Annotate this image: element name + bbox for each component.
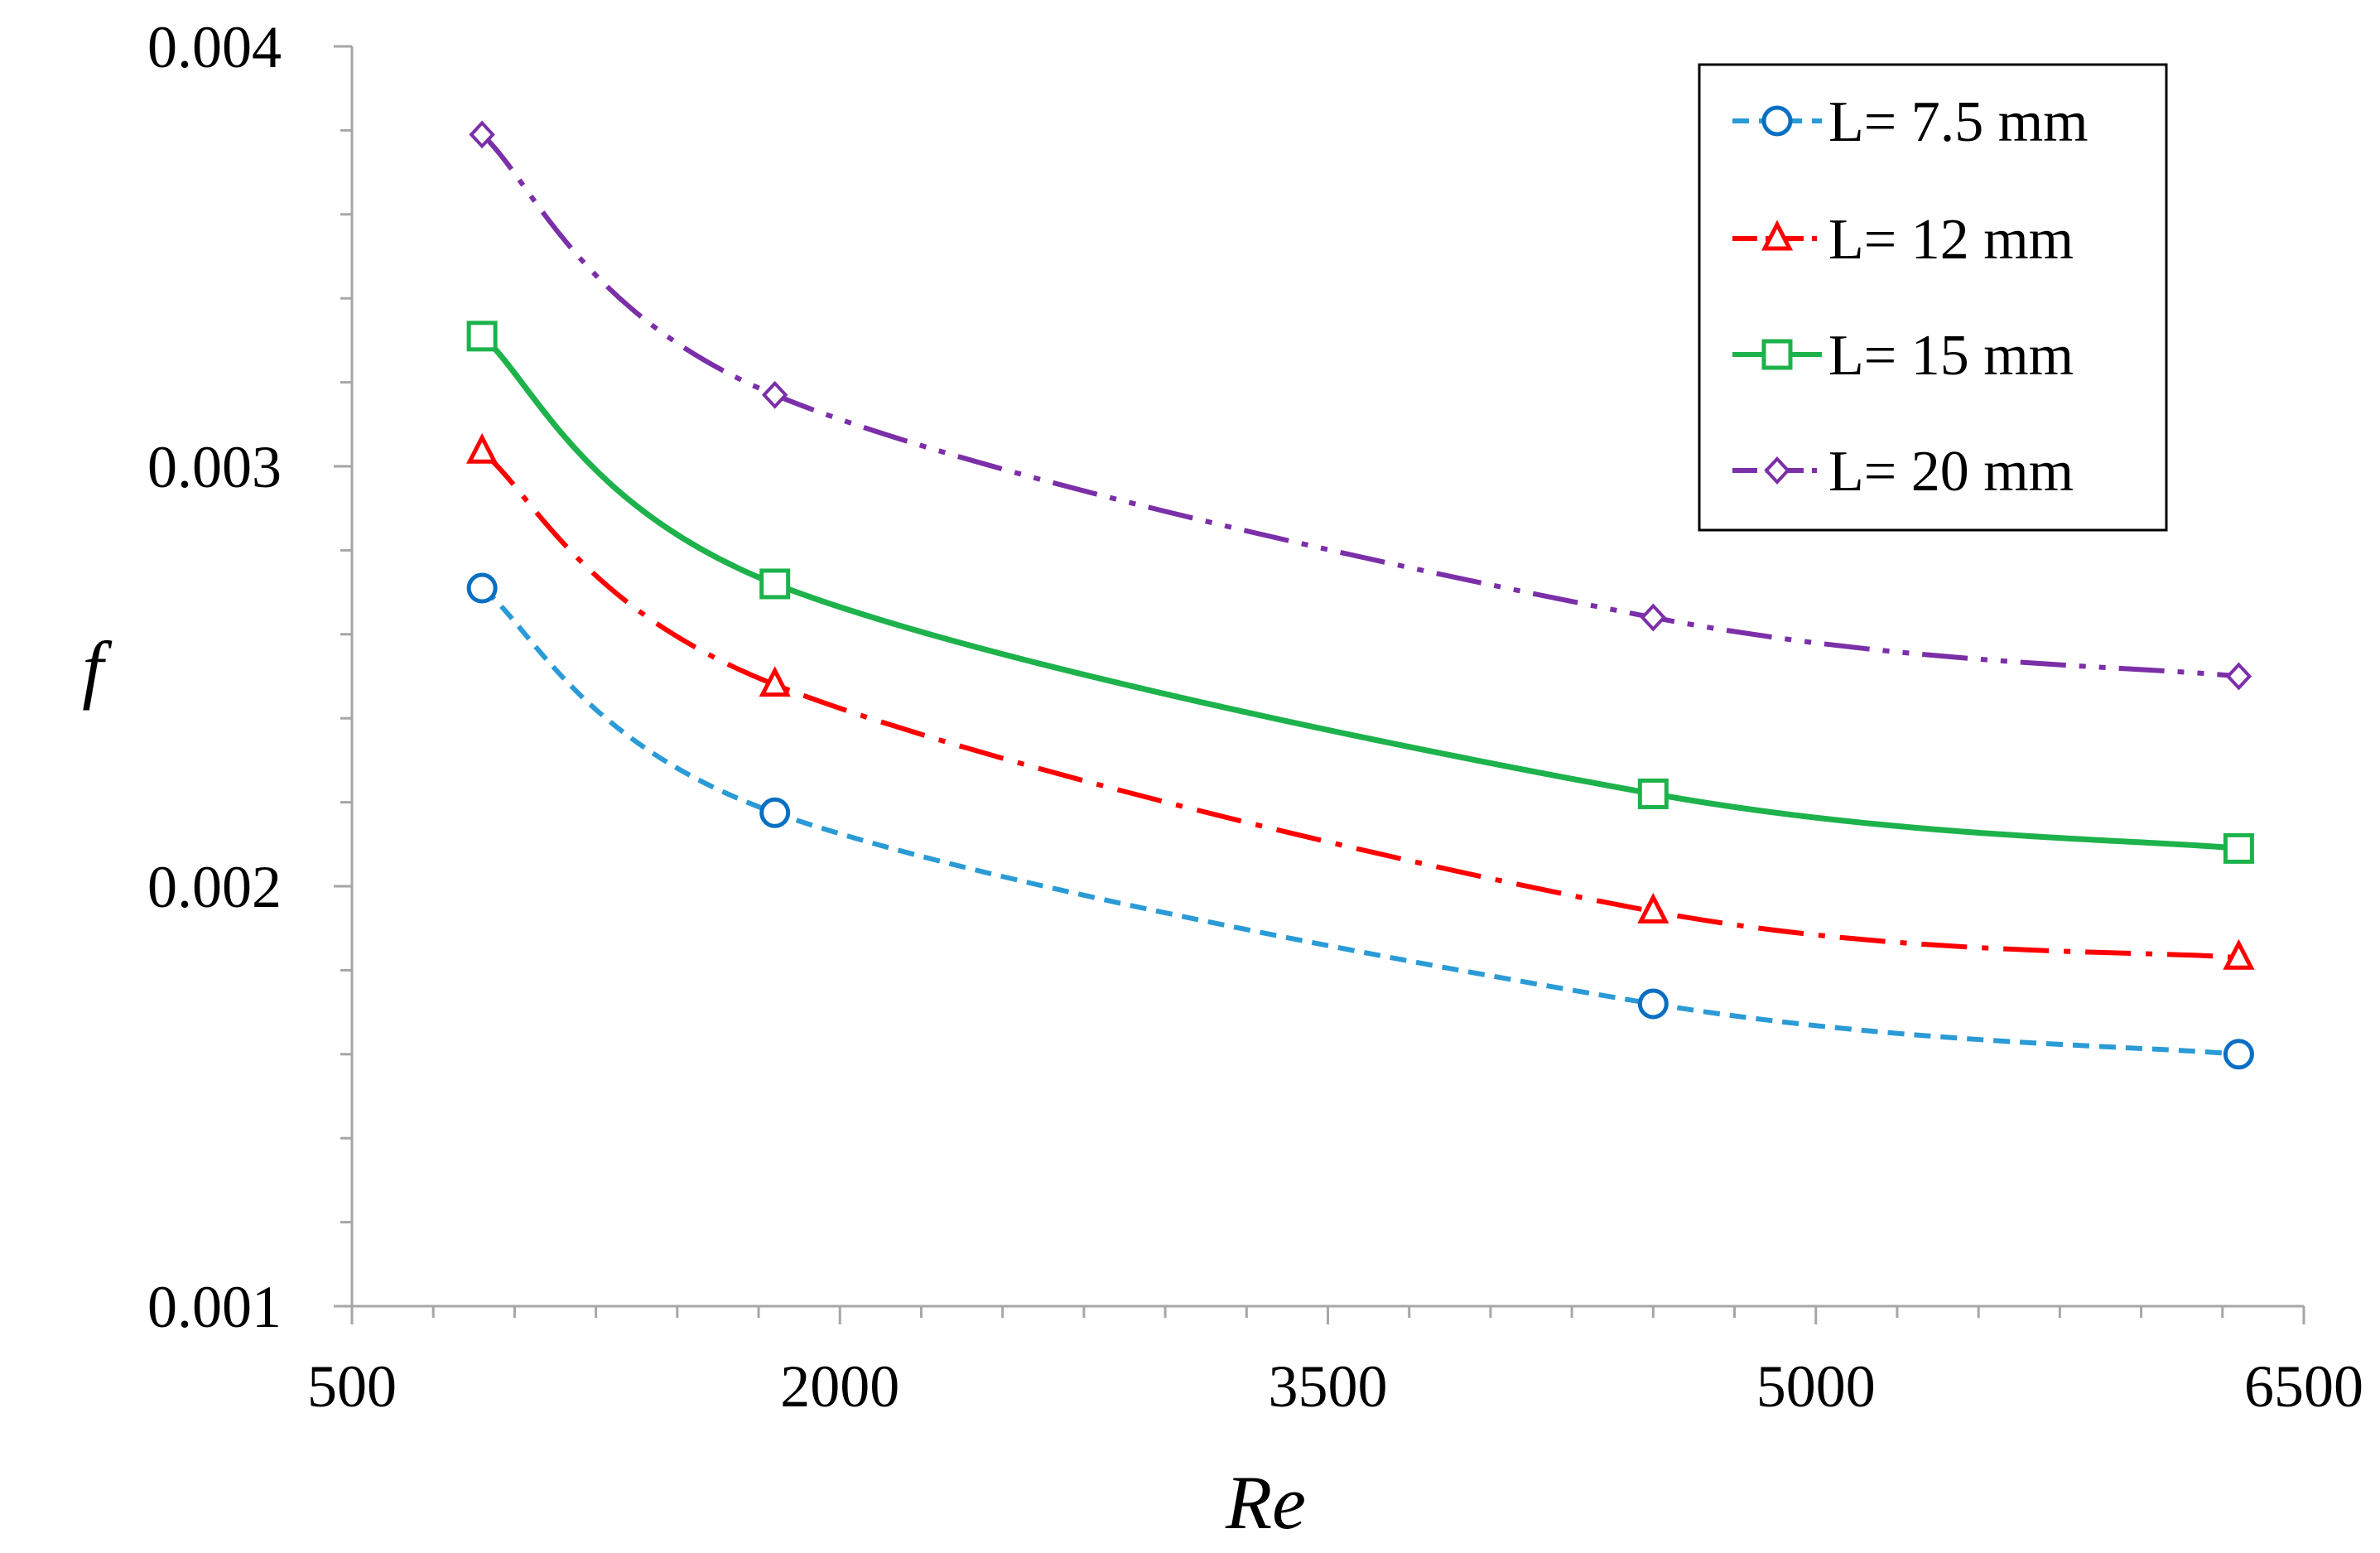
series-layer: [466, 120, 2255, 1070]
x-tick-label: 2000: [780, 1353, 899, 1420]
x-tick-label: 500: [307, 1353, 397, 1420]
legend-label: L= 7.5 mm: [1828, 90, 2089, 154]
legend-swatch-marker: [1764, 456, 1790, 485]
legend-swatch-marker: [1761, 219, 1794, 251]
legend-item: L= 7.5 mm: [1732, 90, 2089, 154]
x-axis-title: Re: [1225, 1460, 1306, 1545]
data-point: [1640, 603, 1667, 632]
axes: 500 2000 3500 5000 6500 0.001 0.002 0.003 0.004 R…: [82, 14, 2363, 1545]
data-point: [1637, 988, 1669, 1020]
legend-swatch-marker: [1761, 105, 1793, 137]
legend-label: L= 20 mm: [1828, 440, 2074, 504]
y-tick-label: 0.003: [147, 434, 282, 500]
data-point: [1637, 892, 1669, 924]
data-point: [2223, 832, 2254, 864]
x-tick-label: 5000: [1756, 1353, 1876, 1420]
legend-box: [1698, 63, 2168, 532]
data-point: [759, 666, 791, 697]
data-point: [466, 432, 499, 464]
legend-label: L= 12 mm: [1828, 208, 2074, 272]
data-point: [466, 321, 498, 352]
data-point: [761, 380, 788, 409]
data-point: [759, 568, 791, 600]
x-tick-label: 6500: [2244, 1353, 2363, 1420]
series-1: [466, 432, 2255, 970]
data-point: [469, 120, 495, 149]
legend-item: L= 15 mm: [1732, 324, 2074, 388]
data-point: [2223, 938, 2255, 970]
series-line: [480, 586, 2239, 1057]
y-axis-title: f: [82, 626, 113, 711]
legend-swatch-marker: [1761, 339, 1793, 370]
data-point: [759, 797, 791, 828]
series-2: [466, 321, 2254, 864]
data-point: [2225, 662, 2252, 691]
x-tick-label: 3500: [1269, 1353, 1388, 1420]
data-point: [1637, 778, 1669, 809]
series-3: [469, 120, 2252, 691]
data-point: [466, 572, 498, 604]
legend: L= 7.5 mm L= 12 mm L= 15 mm L= 20 mm: [1698, 63, 2168, 532]
series-line: [480, 449, 2239, 961]
y-tick-label: 0.004: [147, 14, 282, 80]
y-tick-label: 0.002: [147, 854, 282, 920]
series-line: [480, 133, 2239, 679]
series-0: [466, 572, 2254, 1070]
legend-item: L= 20 mm: [1732, 440, 2074, 504]
y-tick-label: 0.001: [147, 1274, 282, 1340]
series-line: [479, 334, 2239, 851]
legend-label: L= 15 mm: [1828, 324, 2074, 388]
data-point: [2223, 1039, 2254, 1070]
legend-item: L= 12 mm: [1732, 208, 2074, 272]
